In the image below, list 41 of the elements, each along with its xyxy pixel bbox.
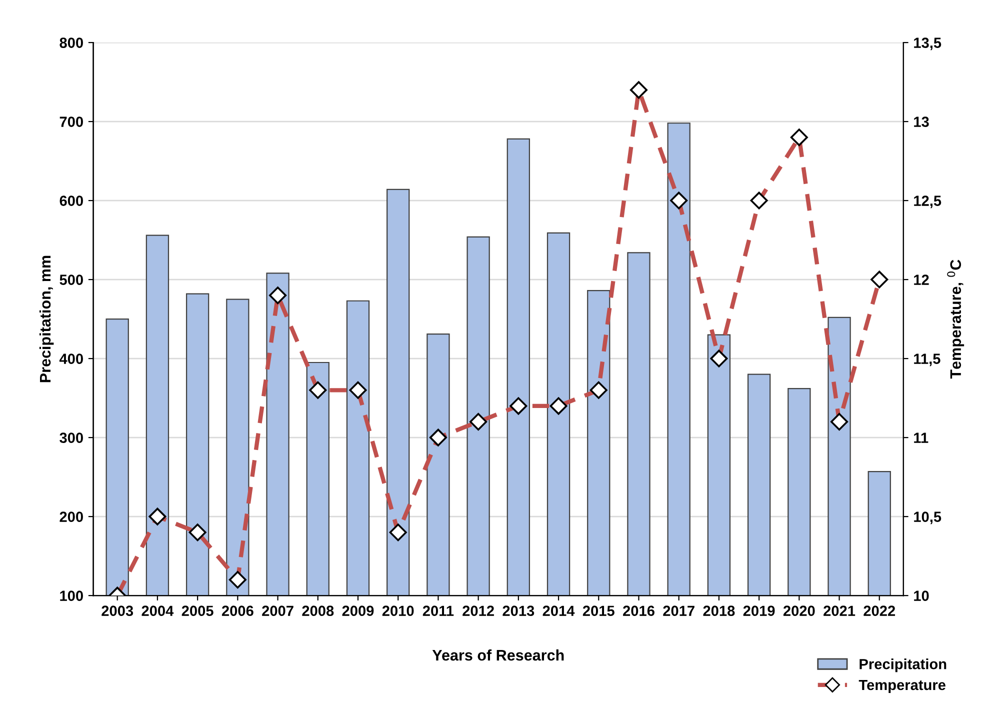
y2-tick-label: 13,5: [914, 38, 942, 50]
y2-tick-label: 12,5: [914, 196, 942, 208]
x-tick-label: 2021: [824, 606, 856, 616]
y-tick-label: 300: [60, 432, 83, 444]
x-tick-label: 2009: [342, 606, 374, 616]
x-tick-label: 2006: [222, 606, 254, 616]
y-tick-label: 200: [60, 512, 83, 522]
y-axis-title: Precipitation, mm: [39, 256, 54, 382]
x-tick-label: 2008: [302, 606, 334, 616]
y2-tick-label: 13: [914, 116, 929, 127]
y-tick-label: 500: [60, 274, 83, 285]
x-tick-label: 2012: [462, 606, 494, 616]
x-tick-label: 2019: [743, 606, 775, 616]
y2-tick-label: 11,5: [914, 354, 940, 366]
x-axis-title: Years of Research: [432, 649, 564, 661]
x-tick-label: 2022: [864, 606, 896, 616]
x-tick-label: 2003: [102, 606, 134, 616]
x-tick-label: 2016: [623, 606, 654, 616]
x-tick-label: 2010: [382, 606, 414, 616]
x-tick-label: 2018: [703, 606, 735, 616]
x-tick-label: 2014: [542, 606, 575, 616]
y2-tick-label: 12: [914, 274, 929, 285]
x-tick-label: 2007: [262, 606, 294, 616]
y2-tick-label: 11: [914, 432, 928, 443]
y2-axis-title: Temperature, $^{0}$C: [947, 260, 964, 379]
y-tick-label: 600: [60, 196, 83, 206]
x-tick-label: 2013: [502, 606, 534, 616]
x-tick-label: 2011: [422, 606, 454, 616]
legend-label: Precipitation: [860, 658, 946, 672]
legend-label: Temperature: [858, 680, 946, 694]
x-tick-label: 2005: [182, 606, 214, 616]
y-tick-label: 100: [60, 590, 83, 601]
x-tick-label: 2015: [582, 606, 614, 616]
y2-tick-label: 10: [914, 590, 929, 601]
y2-tick-label: 10,5: [914, 512, 942, 524]
x-tick-label: 2004: [142, 606, 174, 616]
x-tick-label: 2020: [783, 606, 815, 616]
y-tick-label: 700: [60, 116, 83, 127]
x-tick-label: 2017: [663, 606, 694, 616]
y-tick-label: 800: [60, 38, 83, 48]
y-tick-label: 400: [59, 354, 83, 364]
